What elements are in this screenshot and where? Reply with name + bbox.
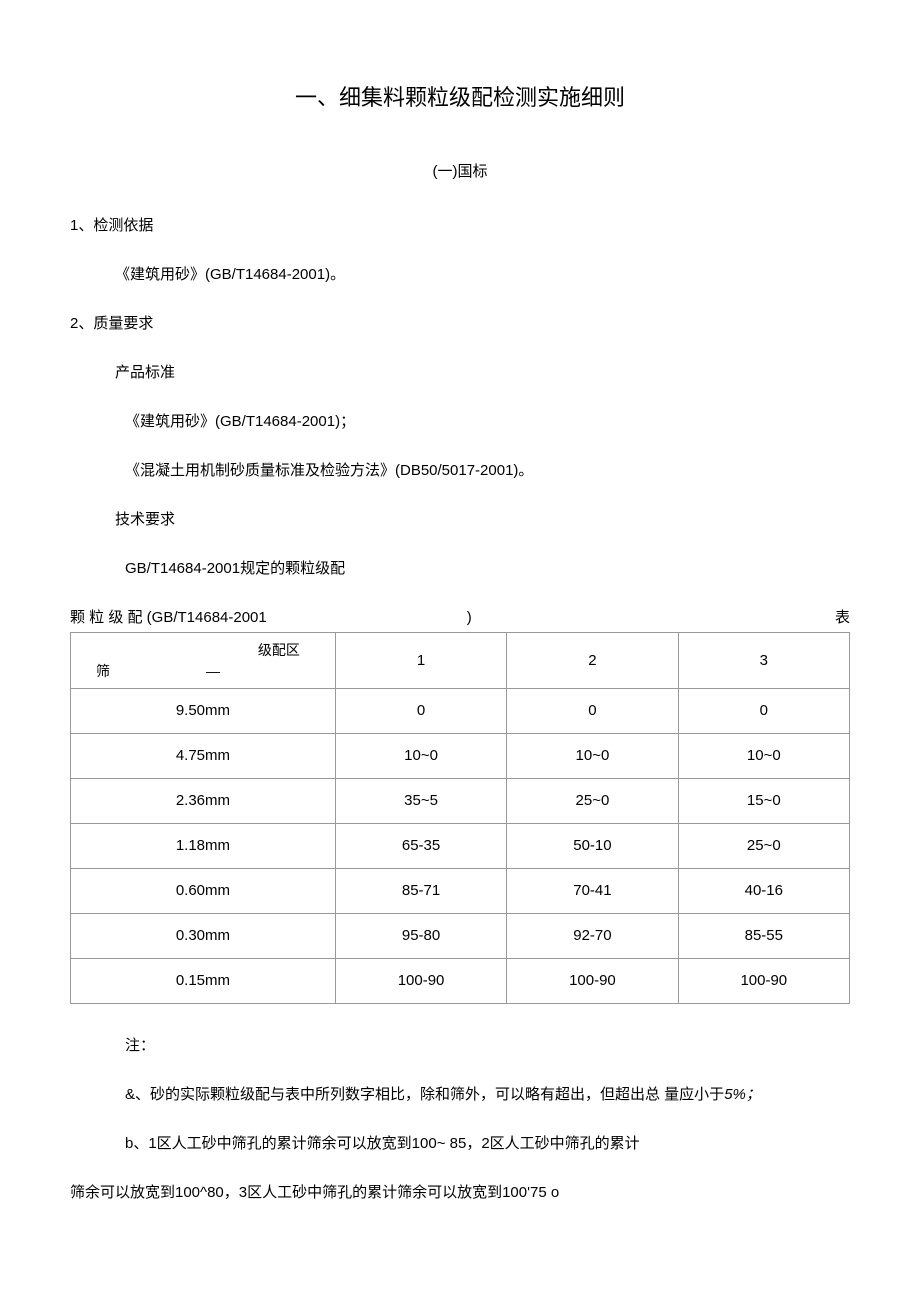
table-caption-right: 表 bbox=[835, 606, 850, 630]
header-dash: — bbox=[206, 660, 220, 682]
table-cell: 100-90 bbox=[507, 959, 678, 1004]
table-cell: 25~0 bbox=[507, 779, 678, 824]
table-cell: 95-80 bbox=[335, 914, 506, 959]
table-cell: 0.60mm bbox=[71, 869, 336, 914]
table-cell: 10~0 bbox=[335, 734, 506, 779]
table-cell: 10~0 bbox=[678, 734, 849, 779]
grading-table: 级配区 筛 — 1 2 3 9.50mm0004.75mm10~010~010~… bbox=[70, 632, 850, 1004]
table-header-row: 级配区 筛 — 1 2 3 bbox=[71, 633, 850, 689]
table-cell: 100-90 bbox=[678, 959, 849, 1004]
table-cell: 85-55 bbox=[678, 914, 849, 959]
notes-label: 注： bbox=[70, 1034, 850, 1058]
table-header-col1: 1 bbox=[335, 633, 506, 689]
table-cell: 0 bbox=[678, 689, 849, 734]
table-cell: 2.36mm bbox=[71, 779, 336, 824]
table-row: 2.36mm35~525~015~0 bbox=[71, 779, 850, 824]
table-row: 0.15mm100-90100-90100-90 bbox=[71, 959, 850, 1004]
section-2-sub2: 技术要求 bbox=[70, 508, 850, 532]
table-cell: 10~0 bbox=[507, 734, 678, 779]
table-cell: 0 bbox=[335, 689, 506, 734]
table-cell: 100-90 bbox=[335, 959, 506, 1004]
table-row: 1.18mm65-3550-1025~0 bbox=[71, 824, 850, 869]
table-header-col3: 3 bbox=[678, 633, 849, 689]
table-cell: 15~0 bbox=[678, 779, 849, 824]
table-cell: 1.18mm bbox=[71, 824, 336, 869]
table-cell: 0 bbox=[507, 689, 678, 734]
note-a: &、砂的实际颗粒级配与表中所列数字相比，除和筛外，可以略有超出，但超出总 量应小… bbox=[70, 1083, 850, 1107]
table-caption: 颗 粒 级 配 (GB/T14684-2001 ) 表 bbox=[70, 606, 850, 630]
header-top-label: 级配区 bbox=[258, 639, 300, 661]
table-cell: 9.50mm bbox=[71, 689, 336, 734]
section-2-sub1: 产品标准 bbox=[70, 361, 850, 385]
section-1-content: 《建筑用砂》(GB/T14684-2001)。 bbox=[70, 263, 850, 287]
note-a-text: &、砂的实际颗粒级配与表中所列数字相比，除和筛外，可以略有超出，但超出总 量应小… bbox=[125, 1086, 724, 1103]
table-cell: 50-10 bbox=[507, 824, 678, 869]
table-cell: 65-35 bbox=[335, 824, 506, 869]
table-cell: 85-71 bbox=[335, 869, 506, 914]
page-title: 一、细集料颗粒级配检测实施细则 bbox=[70, 80, 850, 115]
table-cell: 0.15mm bbox=[71, 959, 336, 1004]
table-row: 9.50mm000 bbox=[71, 689, 850, 734]
table-row: 4.75mm10~010~010~0 bbox=[71, 734, 850, 779]
section-2-content2: 《混凝土用机制砂质量标准及检验方法》(DB50/5017-2001)。 bbox=[70, 459, 850, 483]
table-cell: 70-41 bbox=[507, 869, 678, 914]
note-b: b、1区人工砂中筛孔的累计筛余可以放宽到100~ 85，2区人工砂中筛孔的累计 bbox=[70, 1132, 850, 1156]
table-header-col2: 2 bbox=[507, 633, 678, 689]
table-cell: 0.30mm bbox=[71, 914, 336, 959]
table-caption-left: 颗 粒 级 配 (GB/T14684-2001 bbox=[70, 606, 267, 630]
subtitle: (一)国标 bbox=[70, 160, 850, 184]
note-c: 筛余可以放宽到100^80，3区人工砂中筛孔的累计筛余可以放宽到100'75 o bbox=[70, 1181, 850, 1205]
section-2-heading: 2、质量要求 bbox=[70, 312, 850, 336]
table-cell: 92-70 bbox=[507, 914, 678, 959]
table-caption-mid: ) bbox=[267, 606, 835, 630]
table-row: 0.30mm95-8092-7085-55 bbox=[71, 914, 850, 959]
table-cell: 35~5 bbox=[335, 779, 506, 824]
table-header-sieve: 级配区 筛 — bbox=[71, 633, 336, 689]
section-2-content3: GB/T14684-2001规定的颗粒级配 bbox=[70, 557, 850, 581]
table-row: 0.60mm85-7170-4140-16 bbox=[71, 869, 850, 914]
section-2-content1: 《建筑用砂》(GB/T14684-2001)； bbox=[70, 410, 850, 434]
section-1-heading: 1、检测依据 bbox=[70, 214, 850, 238]
table-cell: 25~0 bbox=[678, 824, 849, 869]
header-bottom-label: 筛 bbox=[96, 660, 110, 682]
table-cell: 40-16 bbox=[678, 869, 849, 914]
note-a-italic: 5%； bbox=[724, 1086, 761, 1103]
table-cell: 4.75mm bbox=[71, 734, 336, 779]
